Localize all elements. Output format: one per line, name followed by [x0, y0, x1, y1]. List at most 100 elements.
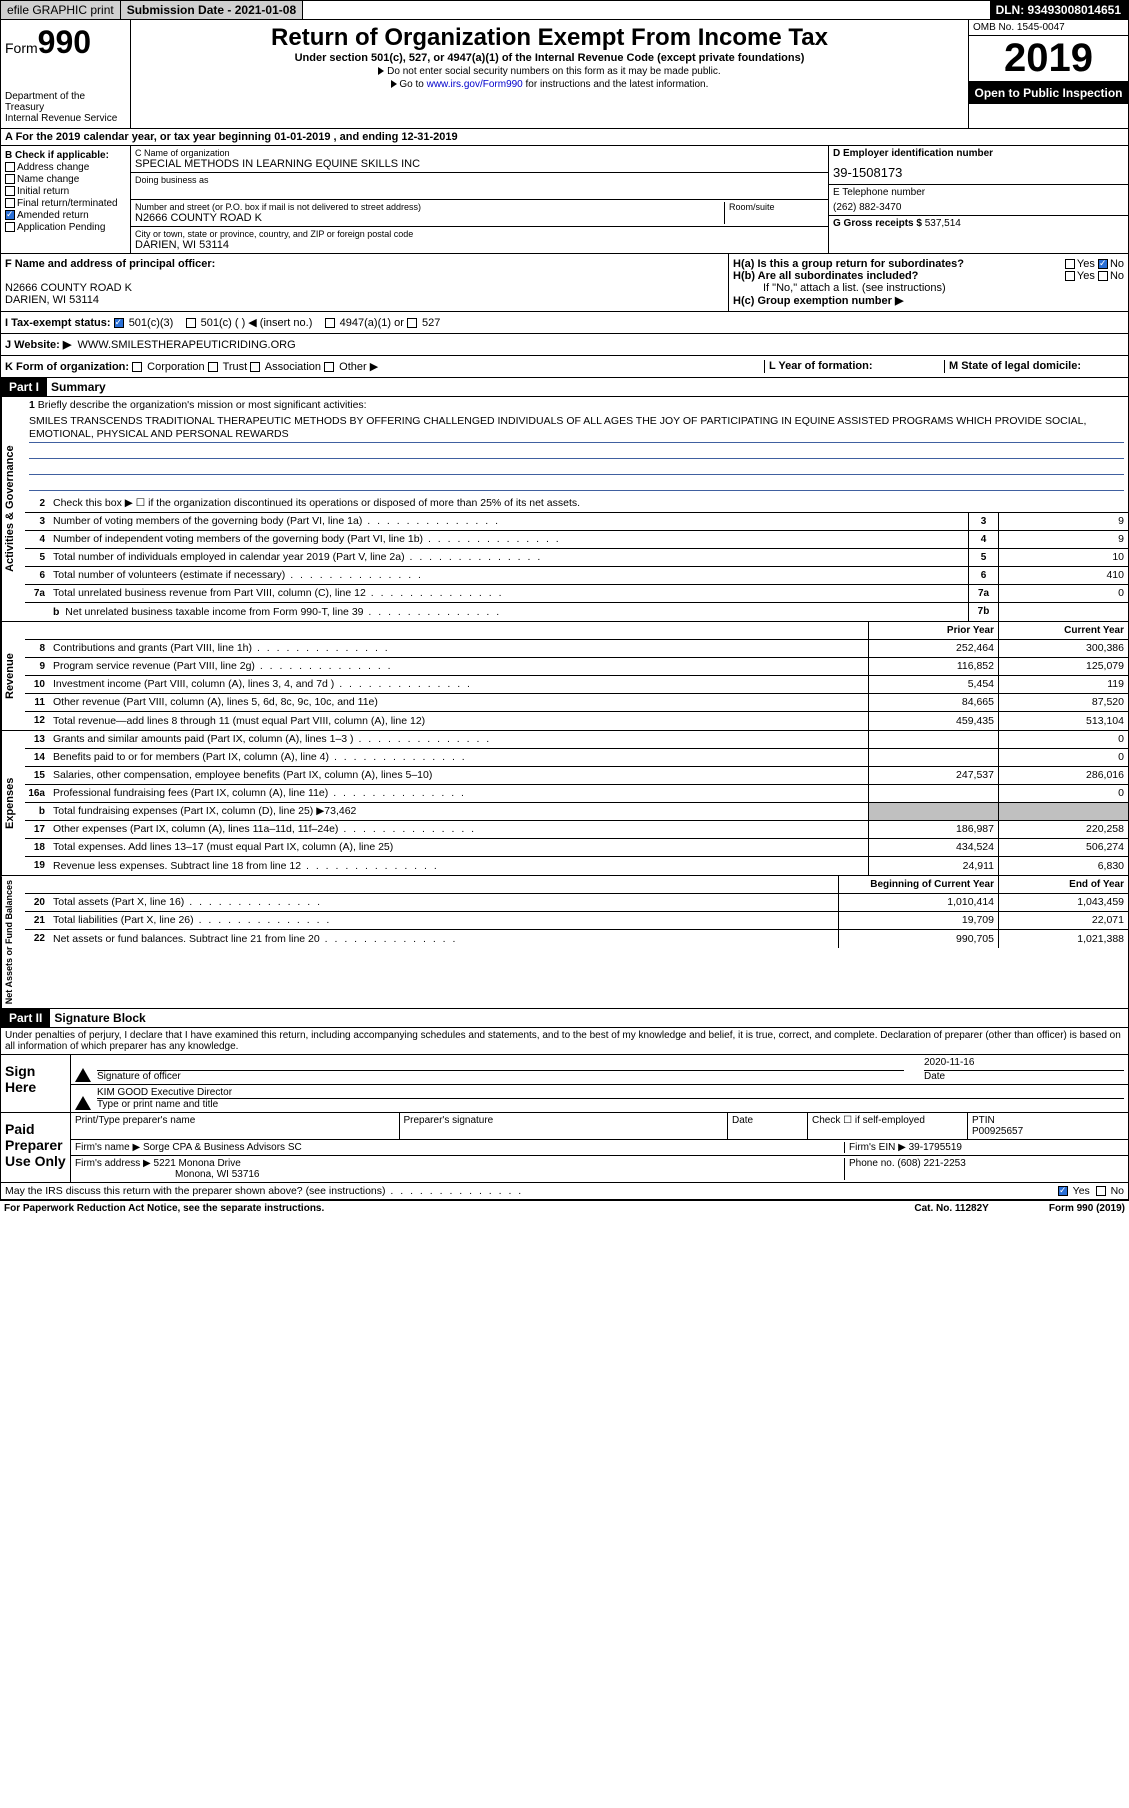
chk-final[interactable]: Final return/terminated	[5, 198, 126, 209]
line-19: Revenue less expenses. Subtract line 18 …	[49, 859, 868, 873]
c12: 513,104	[998, 712, 1128, 730]
paid-preparer-grid: Print/Type preparer's name Preparer's si…	[71, 1113, 1128, 1140]
chk-address[interactable]: Address change	[5, 162, 126, 173]
box-b: B Check if applicable: Address change Na…	[1, 146, 131, 253]
mission-text: SMILES TRANSCENDS TRADITIONAL THERAPEUTI…	[29, 415, 1124, 443]
discuss-yes[interactable]	[1058, 1186, 1068, 1196]
p11: 84,665	[868, 694, 998, 711]
line-20: Total assets (Part X, line 16)	[49, 895, 838, 909]
prep-name-hdr: Print/Type preparer's name	[71, 1113, 400, 1140]
line-16b: Total fundraising expenses (Part IX, col…	[49, 804, 868, 818]
e22: 1,021,388	[998, 930, 1128, 948]
section-bcd: B Check if applicable: Address change Na…	[0, 146, 1129, 254]
c16a: 0	[998, 785, 1128, 802]
officer-addr1: N2666 COUNTY ROAD K	[5, 282, 132, 294]
dept-label: Department of the Treasury	[5, 91, 126, 113]
sig-arrow-icon	[75, 1096, 91, 1110]
line-12: Total revenue—add lines 8 through 11 (mu…	[49, 714, 868, 728]
line-7b: b Net unrelated business taxable income …	[49, 605, 968, 619]
prep-self-hdr: Check ☐ if self-employed	[808, 1113, 968, 1140]
c16b	[998, 803, 1128, 820]
line-18: Total expenses. Add lines 13–17 (must eq…	[49, 840, 868, 854]
room-label: Room/suite	[729, 202, 824, 212]
chk-initial[interactable]: Initial return	[5, 186, 126, 197]
officer-addr2: DARIEN, WI 53114	[5, 294, 99, 306]
chk-pending[interactable]: Application Pending	[5, 222, 126, 233]
part2-header: Part II	[1, 1009, 50, 1027]
b20: 1,010,414	[838, 894, 998, 911]
b22: 990,705	[838, 930, 998, 948]
c19: 6,830	[998, 857, 1128, 875]
line-11: Other revenue (Part VIII, column (A), li…	[49, 695, 868, 709]
city-value: DARIEN, WI 53114	[135, 239, 824, 251]
org-name-label: C Name of organization	[135, 148, 824, 158]
line-17: Other expenses (Part IX, column (A), lin…	[49, 822, 868, 836]
street-address: N2666 COUNTY ROAD K	[135, 212, 724, 224]
irs-label: Internal Revenue Service	[5, 113, 126, 124]
vlabel-governance: Activities & Governance	[1, 397, 25, 621]
p8: 252,464	[868, 640, 998, 657]
p18: 434,524	[868, 839, 998, 856]
ptin-cell: PTINP00925657	[968, 1113, 1128, 1140]
line-22: Net assets or fund balances. Subtract li…	[49, 932, 838, 946]
chk-4947[interactable]	[325, 318, 335, 328]
chk-501c[interactable]	[186, 318, 196, 328]
gross-value: 537,514	[925, 218, 961, 229]
firm-address: Firm's address ▶ 5221 Monona DriveMonona…	[75, 1158, 844, 1180]
vlabel-netassets: Net Assets or Fund Balances	[1, 876, 25, 1008]
vlabel-revenue: Revenue	[1, 622, 25, 730]
p16a	[868, 785, 998, 802]
line-3: Number of voting members of the governin…	[49, 514, 968, 528]
c17: 220,258	[998, 821, 1128, 838]
p13	[868, 731, 998, 748]
footer-left: For Paperwork Reduction Act Notice, see …	[4, 1203, 324, 1214]
c18: 506,274	[998, 839, 1128, 856]
c9: 125,079	[998, 658, 1128, 675]
chk-501c3[interactable]	[114, 318, 124, 328]
col-end: End of Year	[998, 876, 1128, 893]
chk-name[interactable]: Name change	[5, 174, 126, 185]
p10: 5,454	[868, 676, 998, 693]
officer-name-label: Type or print name and title	[97, 1099, 218, 1110]
val-3: 9	[998, 513, 1128, 530]
section-fgh: F Name and address of principal officer:…	[0, 254, 1129, 312]
sig-arrow-icon	[75, 1068, 91, 1082]
dba-label: Doing business as	[135, 175, 824, 185]
h-c: H(c) Group exemption number ▶	[733, 294, 1124, 307]
state-domicile: M State of legal domicile:	[949, 360, 1081, 372]
sig-date: 2020-11-16	[924, 1057, 1124, 1071]
ein-label: D Employer identification number	[833, 148, 993, 159]
line-15: Salaries, other compensation, employee b…	[49, 768, 868, 782]
line-4: Number of independent voting members of …	[49, 532, 968, 546]
h-b-note: If "No," attach a list. (see instruction…	[733, 282, 1124, 294]
irs-link[interactable]: www.irs.gov/Form990	[427, 79, 523, 90]
form-title: Return of Organization Exempt From Incom…	[135, 24, 964, 52]
b21: 19,709	[838, 912, 998, 929]
chk-amended[interactable]: Amended return	[5, 210, 126, 221]
p17: 186,987	[868, 821, 998, 838]
sig-date-label: Date	[924, 1071, 945, 1082]
chk-527[interactable]	[407, 318, 417, 328]
line-5: Total number of individuals employed in …	[49, 550, 968, 564]
officer-label: F Name and address of principal officer:	[5, 258, 215, 270]
line-6: Total number of volunteers (estimate if …	[49, 568, 968, 582]
discuss-no[interactable]	[1096, 1186, 1106, 1196]
prep-date-hdr: Date	[728, 1113, 808, 1140]
gross-label: G Gross receipts $	[833, 218, 925, 229]
form-number: Form990	[5, 24, 126, 61]
ein-value: 39-1508173	[829, 161, 1128, 184]
efile-label[interactable]: efile GRAPHIC print	[1, 1, 121, 19]
line-8: Contributions and grants (Part VIII, lin…	[49, 641, 868, 655]
val-7a: 0	[998, 585, 1128, 602]
note-link: Go to www.irs.gov/Form990 for instructio…	[135, 79, 964, 90]
page-footer: For Paperwork Reduction Act Notice, see …	[0, 1200, 1129, 1216]
p19: 24,911	[868, 857, 998, 875]
part1-header: Part I	[1, 378, 47, 396]
p9: 116,852	[868, 658, 998, 675]
line-2: Check this box ▶ ☐ if the organization d…	[49, 496, 1128, 510]
perjury-text: Under penalties of perjury, I declare th…	[1, 1028, 1128, 1054]
line-7a: Total unrelated business revenue from Pa…	[49, 586, 968, 600]
firm-name: Firm's name ▶ Sorge CPA & Business Advis…	[75, 1142, 844, 1153]
c15: 286,016	[998, 767, 1128, 784]
part2-title: Signature Block	[50, 1009, 149, 1027]
